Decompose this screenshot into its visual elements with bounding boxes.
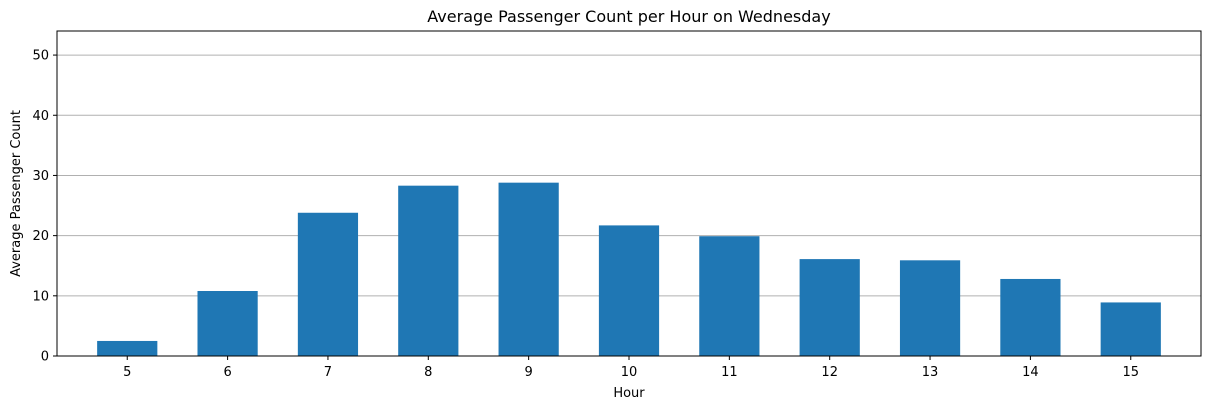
bar	[1100, 302, 1161, 356]
bar	[97, 340, 158, 356]
x-axis-label: Hour	[613, 386, 645, 401]
bar	[899, 260, 961, 356]
y-tick-label: 50	[32, 49, 49, 64]
x-tick-label: 7	[324, 365, 332, 380]
x-tick-label: 8	[424, 365, 432, 380]
y-axis-label: Average Passenger Count	[9, 110, 24, 277]
y-tick-label: 30	[32, 169, 49, 184]
x-tick-label: 15	[1122, 365, 1139, 380]
bars	[97, 182, 1161, 356]
bar	[197, 291, 258, 356]
bar	[297, 212, 359, 356]
x-tick-label: 13	[922, 365, 939, 380]
bar	[799, 259, 860, 356]
y-tick-label: 20	[32, 229, 49, 244]
bar	[1000, 278, 1061, 356]
y-tick-label: 0	[41, 350, 49, 365]
x-axis: 5 6 7 8 9 10 11 12 13 14 15	[123, 356, 1139, 380]
bar	[398, 185, 459, 356]
bar	[598, 225, 660, 356]
x-tick-label: 6	[223, 365, 231, 380]
chart-title: Average Passenger Count per Hour on Wedn…	[427, 7, 830, 26]
x-tick-label: 12	[821, 365, 838, 380]
y-axis: 0 10 20 30 40 50	[32, 49, 57, 365]
x-tick-label: 10	[621, 365, 638, 380]
x-tick-label: 5	[123, 365, 131, 380]
bar	[699, 236, 760, 356]
x-tick-label: 9	[525, 365, 533, 380]
y-tick-label: 10	[32, 289, 49, 304]
y-tick-label: 40	[32, 109, 49, 124]
x-tick-label: 11	[721, 365, 738, 380]
x-tick-label: 14	[1022, 365, 1039, 380]
bar	[498, 182, 559, 356]
